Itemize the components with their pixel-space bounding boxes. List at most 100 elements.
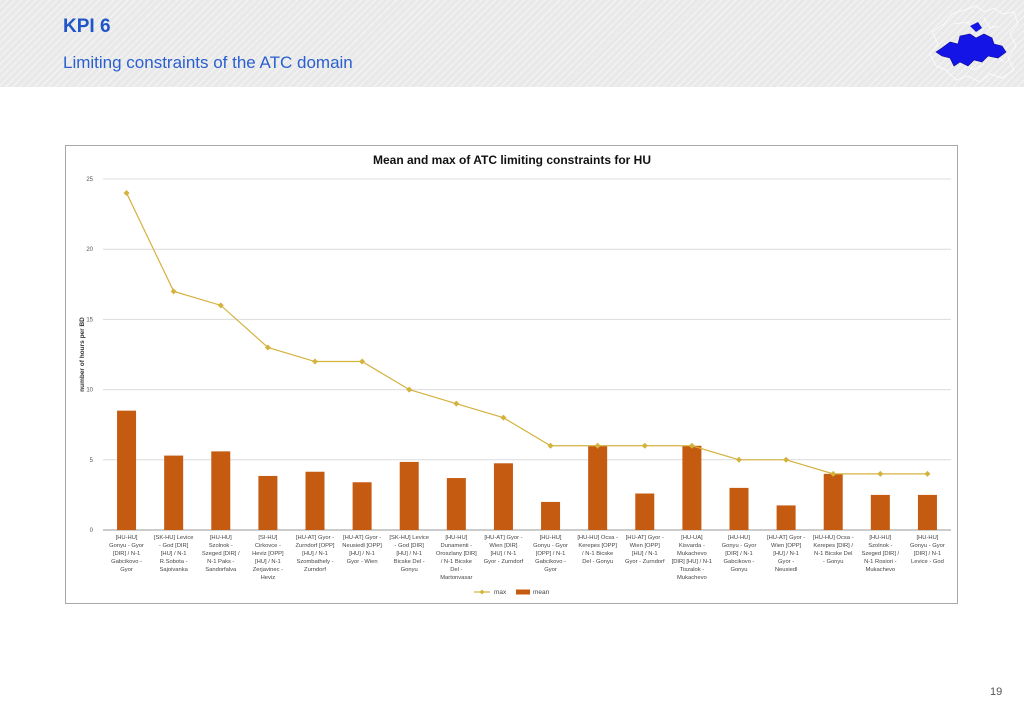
x-tick-label: Gabcikovo - (111, 559, 142, 565)
point-max (359, 358, 366, 365)
x-tick-label: [HU-HU] (116, 535, 138, 541)
chart-container: Mean and max of ATC limiting constraints… (65, 145, 958, 604)
bar-mean (776, 505, 796, 530)
point-max (783, 456, 790, 463)
point-max (123, 190, 130, 197)
point-max (453, 400, 460, 407)
x-tick-label: Tiszalok - (680, 567, 705, 573)
x-tick-label: Gabcikovo - (724, 559, 755, 565)
legend-mean-swatch (516, 589, 530, 595)
bar-mean (399, 461, 419, 530)
x-tick-label: N-1 Bicske Del (814, 551, 852, 557)
bar-mean (870, 494, 890, 530)
y-tick-label: 25 (86, 177, 93, 183)
page-number: 19 (990, 686, 1003, 698)
europe-map-icon (929, 5, 1019, 83)
bar-mean (729, 487, 749, 530)
x-tick-label: Bicske Del - (394, 559, 425, 565)
x-tick-label: [HU-AT] Gyor - (484, 535, 522, 541)
x-tick-label: Sandorfalva (205, 567, 237, 573)
point-max (500, 414, 507, 421)
point-max (641, 442, 648, 449)
x-tick-label: Mukachevo (866, 567, 896, 573)
x-tick-label: [HU-AT] Gyor - (343, 535, 381, 541)
y-tick-label: 20 (86, 247, 93, 253)
x-tick-label: Mukachevo (677, 551, 707, 557)
x-tick-label: [DIR] / N-1 (113, 551, 140, 557)
x-tick-label: Gyor - Wien (347, 559, 378, 565)
x-tick-label: [HU] / N-1 (396, 551, 422, 557)
x-tick-label: Kisvarda - (679, 543, 705, 549)
page-subtitle: Limiting constraints of the ATC domain (63, 53, 353, 72)
bar-mean (635, 493, 655, 530)
x-tick-label: Gonyu (401, 567, 418, 573)
x-tick-label: Zerjavinec - (253, 567, 283, 573)
bar-mean (917, 494, 937, 530)
point-max (877, 470, 884, 477)
y-tick-label: 10 (86, 388, 93, 394)
bar-mean (258, 475, 278, 530)
x-tick-label: Szeged [DIR] / (861, 551, 899, 557)
x-tick-label: [HU-AT] Gyor - (296, 535, 334, 541)
bar-mean (305, 471, 325, 530)
x-tick-label: [HU-AT] Gyor - (767, 535, 805, 541)
x-tick-label: Levice - God (911, 559, 944, 565)
line-max (126, 192, 928, 475)
bar-mean (682, 445, 702, 530)
x-tick-label: [HU-HU] Ocsa - (813, 535, 854, 541)
point-max (924, 470, 931, 477)
x-tick-label: Gonyu - Gyor (533, 543, 568, 549)
x-tick-label: [HU-HU] (540, 535, 562, 541)
x-tick-label: Kerepes [OPP] (578, 543, 617, 549)
x-tick-label: Oroszlany [DIR] (436, 551, 477, 557)
x-tick-label: Wien [DIR] (489, 543, 517, 549)
chart-svg: Mean and max of ATC limiting constraints… (79, 153, 951, 596)
x-tick-label: Neusiedl [OPP] (342, 543, 382, 549)
x-tick-label: Gonyu (730, 567, 747, 573)
x-tick-label: Dunamenti - (441, 543, 473, 549)
x-tick-label: [HU] / N-1 (349, 551, 375, 557)
bar-mean (541, 501, 561, 530)
point-max (736, 456, 742, 463)
x-tick-label: Del - Gonyu (582, 559, 613, 565)
bar-mean (823, 473, 843, 530)
x-tick-label: Gonyu - Gyor (722, 543, 757, 549)
x-tick-label: [HU] / N-1 (302, 551, 328, 557)
x-tick-label: [SK-HU] Levice (154, 535, 194, 541)
x-tick-label: Wien [OPP] (630, 543, 661, 549)
chart-title: Mean and max of ATC limiting constraints… (373, 153, 651, 167)
x-tick-label: [HU] / N-1 (161, 551, 187, 557)
x-tick-label: Cirkovce - (255, 543, 281, 549)
point-max (830, 470, 837, 477)
bar-mean (117, 410, 137, 530)
x-tick-label: Wien [OPP] (771, 543, 802, 549)
x-tick-label: Martonvasar (440, 575, 472, 581)
y-tick-label: 5 (90, 458, 94, 464)
point-max (217, 302, 224, 309)
x-tick-label: [SI-HU] (258, 535, 277, 541)
x-tick-label: N-1 Paks - (207, 559, 234, 565)
x-tick-label: [HU-HU] (869, 535, 891, 541)
x-tick-label: Gyor - Zurndorf (625, 559, 665, 565)
x-tick-label: [HU-HU] (210, 535, 232, 541)
x-tick-label: Gyor - (778, 559, 794, 565)
legend-max-label: max (494, 589, 507, 596)
x-tick-label: Zurndorf [OPP] (296, 543, 335, 549)
x-tick-label: Gabcikovo - (535, 559, 566, 565)
x-tick-label: [DIR] / N-1 (914, 551, 941, 557)
x-tick-label: [HU-HU] Ocsa - (577, 535, 618, 541)
x-tick-label: Heviz (261, 575, 276, 581)
y-axis-label: number of hours per BD (79, 317, 86, 392)
x-tick-label: Gyor (120, 567, 133, 573)
point-max (406, 386, 413, 393)
x-tick-label: Szeged [DIR] / (202, 551, 240, 557)
x-tick-label: [HU-HU] (445, 535, 467, 541)
x-tick-label: Szolnok - (209, 543, 233, 549)
point-max (594, 442, 601, 449)
point-max (547, 442, 554, 449)
x-tick-label: Sajoivanka (159, 567, 188, 573)
x-tick-label: [DIR] [HU] / N-1 (672, 559, 713, 565)
x-tick-label: Gonyu - Gyor (109, 543, 144, 549)
x-tick-label: - Gonyu (823, 559, 844, 565)
x-tick-label: / N-1 Bicske (441, 559, 472, 565)
